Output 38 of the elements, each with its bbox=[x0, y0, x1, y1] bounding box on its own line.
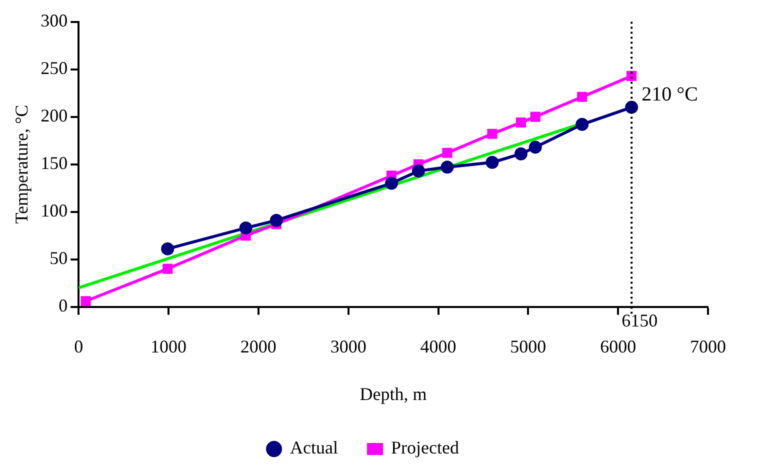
point bbox=[514, 147, 528, 160]
y-tick-label: 150 bbox=[40, 153, 68, 174]
y-tick-label: 0 bbox=[58, 296, 68, 316]
point bbox=[80, 296, 91, 306]
point bbox=[440, 160, 454, 174]
point bbox=[412, 164, 425, 178]
y-tick-label: 300 bbox=[40, 10, 68, 31]
point bbox=[516, 117, 526, 128]
x-tick-label: 7000 bbox=[690, 336, 726, 356]
annotation: 210 °C bbox=[642, 84, 698, 106]
x-tick-label: 4000 bbox=[420, 336, 456, 356]
point bbox=[577, 92, 588, 102]
legend-label: Actual bbox=[290, 438, 338, 458]
point bbox=[385, 176, 398, 190]
ref-line-label: 6150 bbox=[622, 310, 658, 331]
point bbox=[442, 148, 452, 158]
point bbox=[528, 140, 542, 154]
x-axis-title: Depth, m bbox=[360, 384, 427, 404]
legend-label: Projected bbox=[391, 438, 459, 458]
point bbox=[270, 214, 283, 227]
y-tick-label: 100 bbox=[40, 200, 68, 221]
y-tick-label: 250 bbox=[40, 58, 68, 78]
point bbox=[161, 242, 174, 256]
x-tick-label: 5000 bbox=[510, 336, 546, 356]
x-tick-label: 3000 bbox=[330, 336, 366, 356]
point bbox=[239, 221, 252, 234]
point bbox=[576, 118, 589, 131]
x-tick-label: 1000 bbox=[150, 336, 187, 356]
point bbox=[162, 264, 173, 274]
y-axis-title: Temperature, °C bbox=[12, 104, 32, 224]
point bbox=[487, 128, 498, 139]
x-tick-label: 2000 bbox=[240, 336, 276, 356]
y-tick-label: 50 bbox=[50, 248, 68, 268]
point bbox=[486, 156, 499, 169]
x-tick-label: 0 bbox=[74, 336, 84, 356]
point bbox=[530, 112, 540, 122]
x-tick-label: 6000 bbox=[600, 336, 636, 356]
y-tick-label: 200 bbox=[40, 106, 68, 126]
